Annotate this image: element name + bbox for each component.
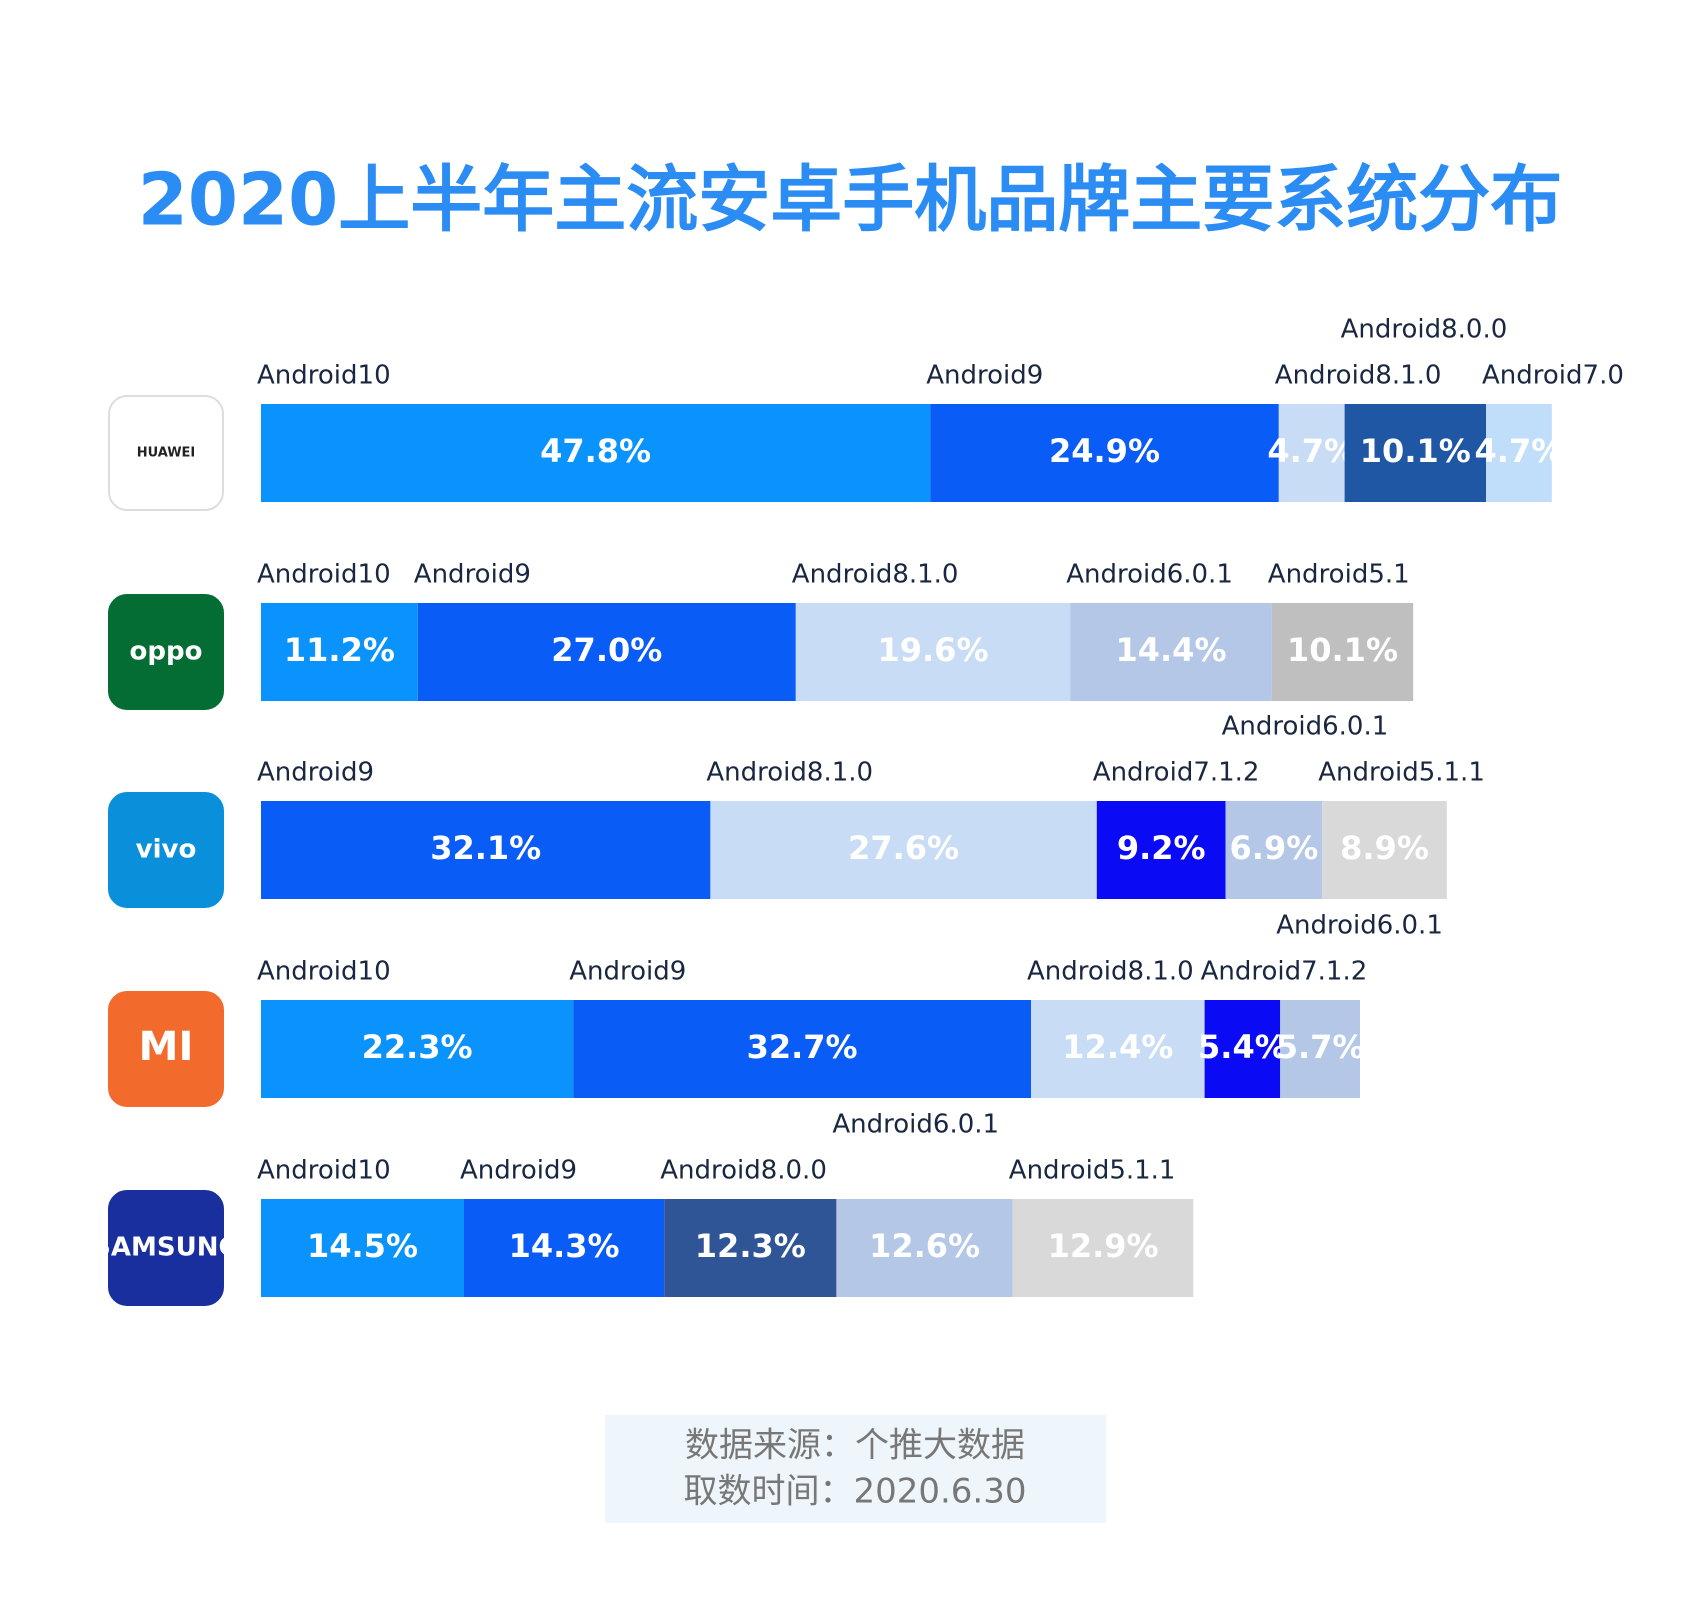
- value-label: 12.9%: [1048, 1227, 1159, 1265]
- segment-name: Android9: [569, 957, 686, 987]
- bar-segment: [710, 801, 1097, 899]
- segment-name: Android5.1: [1268, 560, 1410, 590]
- brand-label: MI: [139, 1024, 194, 1070]
- segment-name: Android5.1.1: [1009, 1156, 1176, 1186]
- value-label: 12.4%: [1062, 1028, 1173, 1066]
- bar-segment: [930, 404, 1279, 502]
- chart-title: 2020上半年主流安卓手机品牌主要系统分布: [138, 158, 1562, 242]
- source-line: 数据来源：个推大数据: [685, 1426, 1025, 1466]
- segment-name: Android9: [257, 758, 374, 788]
- segment-name: Android8.0.0: [1341, 315, 1508, 345]
- bar-segment: [1280, 1000, 1360, 1098]
- bar-segment: [573, 1000, 1031, 1098]
- bar-segment: [1204, 1000, 1281, 1098]
- brand-label: vivo: [136, 835, 197, 865]
- value-label: 6.9%: [1230, 829, 1319, 867]
- value-label: 14.3%: [509, 1227, 620, 1265]
- bar-segment: [261, 1000, 574, 1098]
- bar-segment: [1096, 801, 1226, 899]
- bar-segment: [1012, 1199, 1194, 1297]
- brand-logo: [108, 594, 224, 710]
- bar-segment: [1271, 603, 1414, 701]
- value-label: 27.0%: [551, 631, 662, 669]
- segment-name: Android10: [257, 560, 391, 590]
- bar-segment: [1031, 1000, 1205, 1098]
- value-label: 4.7%: [1475, 432, 1564, 470]
- segment-name: Android6.0.1: [1222, 712, 1389, 742]
- segment-name: Android9: [926, 361, 1043, 391]
- segment-name: Android5.1.1: [1318, 758, 1485, 788]
- value-label: 9.2%: [1117, 829, 1206, 867]
- bar-segment: [795, 603, 1071, 701]
- segment-name: Android10: [257, 957, 391, 987]
- bar-segment: [664, 1199, 837, 1297]
- bar-segment: [464, 1199, 665, 1297]
- value-label: 10.1%: [1287, 631, 1398, 669]
- value-label: 5.7%: [1276, 1028, 1365, 1066]
- segment-name: Android10: [257, 361, 391, 391]
- bar-segment: [1322, 801, 1447, 899]
- bar-segment: [1225, 801, 1323, 899]
- value-label: 11.2%: [284, 631, 395, 669]
- value-label: 12.6%: [869, 1227, 980, 1265]
- segment-name: Android8.0.0: [660, 1156, 827, 1186]
- segment-name: Android6.0.1: [1276, 911, 1443, 941]
- source-line: 取数时间：2020.6.30: [683, 1472, 1026, 1512]
- bar-segment: [836, 1199, 1013, 1297]
- segment-name: Android7.1.2: [1201, 957, 1368, 987]
- brand-logo: [108, 395, 224, 511]
- value-label: 5.4%: [1198, 1028, 1287, 1066]
- bar-segment: [1486, 404, 1552, 502]
- segment-name: Android7.1.2: [1093, 758, 1260, 788]
- segment-name: Android6.0.1: [832, 1110, 999, 1140]
- brand-logo: [108, 991, 224, 1107]
- bar-segment: [261, 603, 418, 701]
- value-label: 19.6%: [877, 631, 988, 669]
- segment-name: Android8.1.0: [706, 758, 873, 788]
- segment-name: Android7.0: [1482, 361, 1624, 391]
- segment-name: Android6.0.1: [1066, 560, 1233, 590]
- value-label: 4.7%: [1267, 432, 1356, 470]
- value-label: 22.3%: [362, 1028, 473, 1066]
- value-label: 32.1%: [430, 829, 541, 867]
- segment-name: Android8.1.0: [1275, 361, 1442, 391]
- segment-name: Android8.1.0: [792, 560, 959, 590]
- segment-name: Android10: [257, 1156, 391, 1186]
- bar-segment: [261, 1199, 464, 1297]
- value-label: 32.7%: [747, 1028, 858, 1066]
- value-label: 24.9%: [1049, 432, 1160, 470]
- segment-name: Android9: [414, 560, 531, 590]
- bar-segment: [261, 801, 711, 899]
- brand-logo: [108, 1190, 224, 1306]
- brand-label: SAMSUNG: [92, 1233, 240, 1263]
- brand-label: HUAWEI: [137, 446, 196, 461]
- value-label: 8.9%: [1340, 829, 1429, 867]
- segment-name: Android9: [460, 1156, 577, 1186]
- brand-label: oppo: [130, 637, 203, 667]
- bar-segment: [417, 603, 796, 701]
- value-label: 10.1%: [1360, 432, 1471, 470]
- value-label: 47.8%: [540, 432, 651, 470]
- value-label: 27.6%: [848, 829, 959, 867]
- bar-segment: [1344, 404, 1486, 502]
- source-box: [605, 1415, 1106, 1523]
- bar-segment: [1070, 603, 1272, 701]
- bar-segment: [261, 404, 931, 502]
- brand-logo: [108, 792, 224, 908]
- segment-name: Android8.1.0: [1027, 957, 1194, 987]
- bar-segment: [1278, 404, 1345, 502]
- value-label: 14.5%: [307, 1227, 418, 1265]
- value-label: 12.3%: [695, 1227, 806, 1265]
- value-label: 14.4%: [1115, 631, 1226, 669]
